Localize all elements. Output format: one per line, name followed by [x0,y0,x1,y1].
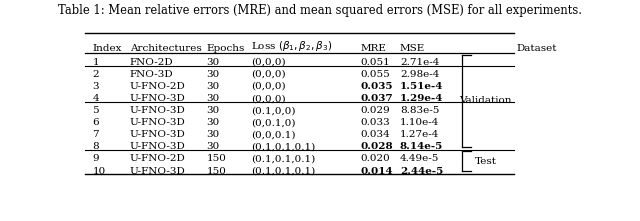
Text: 8.14e-5: 8.14e-5 [400,142,443,151]
Text: MRE: MRE [360,44,386,53]
Text: U-FNO-3D: U-FNO-3D [129,118,186,127]
Text: 5: 5 [92,106,99,115]
Text: U-FNO-3D: U-FNO-3D [129,167,186,175]
Text: 30: 30 [207,106,220,115]
Text: (0.1,0.1,0.1): (0.1,0.1,0.1) [251,167,316,175]
Text: (0.1,0,0): (0.1,0,0) [251,106,296,115]
Text: 10: 10 [92,167,106,175]
Text: Test: Test [475,157,497,166]
Text: Epochs: Epochs [207,44,245,53]
Text: 0.037: 0.037 [360,94,393,103]
Text: 8: 8 [92,142,99,151]
Text: 150: 150 [207,167,227,175]
Text: FNO-2D: FNO-2D [129,58,173,67]
Text: 1.10e-4: 1.10e-4 [400,118,439,127]
Text: Architectures: Architectures [129,44,202,53]
Text: FNO-3D: FNO-3D [129,70,173,79]
Text: 0.020: 0.020 [360,154,390,164]
Text: 30: 30 [207,82,220,91]
Text: 1.27e-4: 1.27e-4 [400,130,439,139]
Text: Index: Index [92,44,122,53]
Text: 150: 150 [207,154,227,164]
Text: 0.035: 0.035 [360,82,393,91]
Text: 2: 2 [92,70,99,79]
Text: 0.014: 0.014 [360,167,393,175]
Text: 0.034: 0.034 [360,130,390,139]
Text: 4: 4 [92,94,99,103]
Text: 3: 3 [92,82,99,91]
Text: 6: 6 [92,118,99,127]
Text: U-FNO-3D: U-FNO-3D [129,106,186,115]
Text: 0.033: 0.033 [360,118,390,127]
Text: 2.44e-5: 2.44e-5 [400,167,443,175]
Text: 1: 1 [92,58,99,67]
Text: 0.051: 0.051 [360,58,390,67]
Text: U-FNO-3D: U-FNO-3D [129,142,186,151]
Text: 8.83e-5: 8.83e-5 [400,106,439,115]
Text: Validation: Validation [460,96,512,105]
Text: 0.029: 0.029 [360,106,390,115]
Text: 4.49e-5: 4.49e-5 [400,154,439,164]
Text: 2.98e-4: 2.98e-4 [400,70,439,79]
Text: U-FNO-3D: U-FNO-3D [129,94,186,103]
Text: U-FNO-3D: U-FNO-3D [129,130,186,139]
Text: (0,0,0): (0,0,0) [251,82,285,91]
Text: 30: 30 [207,94,220,103]
Text: 2.71e-4: 2.71e-4 [400,58,439,67]
Text: 30: 30 [207,118,220,127]
Text: (0,0.1,0): (0,0.1,0) [251,118,296,127]
Text: U-FNO-2D: U-FNO-2D [129,82,186,91]
Text: 30: 30 [207,70,220,79]
Text: 30: 30 [207,58,220,67]
Text: Loss $(\beta_1, \beta_2, \beta_3)$: Loss $(\beta_1, \beta_2, \beta_3)$ [251,39,333,53]
Text: 1.29e-4: 1.29e-4 [400,94,444,103]
Text: U-FNO-2D: U-FNO-2D [129,154,186,164]
Text: 9: 9 [92,154,99,164]
Text: Table 1: Mean relative errors (MRE) and mean squared errors (MSE) for all experi: Table 1: Mean relative errors (MRE) and … [58,4,582,17]
Text: MSE: MSE [400,44,425,53]
Text: (0,0,0): (0,0,0) [251,70,285,79]
Text: 0.028: 0.028 [360,142,393,151]
Text: (0.1,0.1,0.1): (0.1,0.1,0.1) [251,154,316,164]
Text: (0,0,0.1): (0,0,0.1) [251,130,296,139]
Text: 0.055: 0.055 [360,70,390,79]
Text: Dataset: Dataset [516,44,557,53]
Text: (0,0,0): (0,0,0) [251,94,285,103]
Text: 30: 30 [207,142,220,151]
Text: 30: 30 [207,130,220,139]
Text: (0.1,0.1,0.1): (0.1,0.1,0.1) [251,142,316,151]
Text: (0,0,0): (0,0,0) [251,58,285,67]
Text: 1.51e-4: 1.51e-4 [400,82,444,91]
Text: 7: 7 [92,130,99,139]
